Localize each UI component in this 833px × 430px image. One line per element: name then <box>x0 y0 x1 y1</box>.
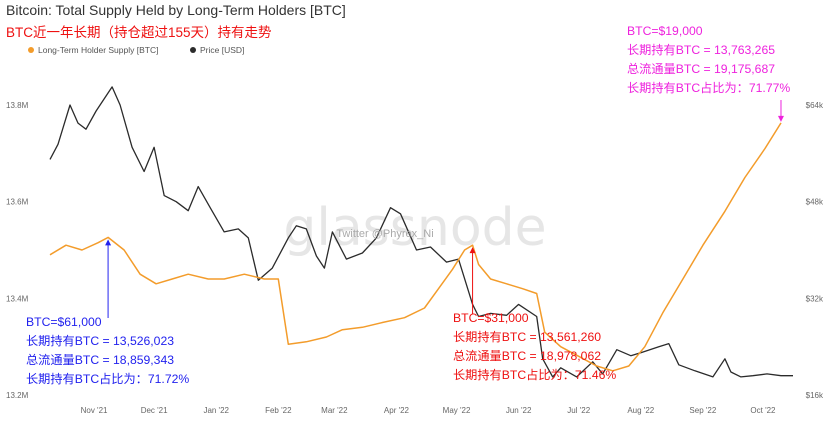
y-axis-right: $64k $48k $32k $16k <box>806 101 824 400</box>
x-tick-label: Jun '22 <box>506 406 532 415</box>
chart-title: Bitcoin: Total Supply Held by Long-Term … <box>6 2 346 18</box>
annotation-arrow-head <box>105 239 112 246</box>
x-tick-label: Feb '22 <box>265 406 292 415</box>
legend-lth-marker <box>28 47 34 53</box>
legend-price-marker <box>190 47 196 53</box>
annotation-text: 长期持有BTC占比为：71.72% <box>26 371 189 386</box>
y-axis-left: 13.8M 13.6M 13.4M 13.2M <box>6 101 29 400</box>
annotation-text: 长期持有BTC = 13,526,023 <box>26 333 174 348</box>
legend-price-label: Price [USD] <box>200 45 244 55</box>
annotation-text: BTC=$31,000 <box>453 311 529 325</box>
price-series-line <box>49 86 793 378</box>
legend-lth-label: Long-Term Holder Supply [BTC] <box>38 45 158 55</box>
x-tick-label: Dec '21 <box>141 406 168 415</box>
x-tick-label: Aug '22 <box>627 406 654 415</box>
annotation-text: 总流通量BTC = 18,978,062 <box>453 349 601 363</box>
lth-series-line <box>49 122 782 372</box>
annotation-text: 长期持有BTC占比为：71.46% <box>453 367 616 382</box>
annotation-text: BTC=$61,000 <box>26 315 102 329</box>
annotation-text: 长期持有BTC = 13,561,260 <box>453 329 601 344</box>
y-right-tick-label: $64k <box>806 101 824 110</box>
chart-subtitle: BTC近一年长期（持仓超过155天）持有走势 <box>6 25 272 40</box>
x-tick-label: Nov '21 <box>81 406 108 415</box>
y-right-tick-label: $32k <box>806 294 824 303</box>
y-left-tick-label: 13.6M <box>6 198 29 207</box>
annotation-text: 总流通量BTC = 18,859,343 <box>26 353 174 367</box>
x-axis: Nov '21 Dec '21 Jan '22 Feb '22 Mar '22 Apr '… <box>81 406 776 415</box>
y-left-tick-label: 13.8M <box>6 101 29 110</box>
x-tick-label: Sep '22 <box>689 406 716 415</box>
annotation-text: BTC=$19,000 <box>627 24 703 38</box>
x-tick-label: Jul '22 <box>567 406 590 415</box>
annotation-arrow-head <box>777 115 784 122</box>
y-right-tick-label: $48k <box>806 198 824 207</box>
y-left-tick-label: 13.4M <box>6 294 29 303</box>
x-tick-label: Mar '22 <box>321 406 348 415</box>
annotations: BTC=$61,000 长期持有BTC = 13,526,023 总流通量BTC =… <box>26 24 790 386</box>
x-tick-label: Jan '22 <box>203 406 229 415</box>
annotation-arrow-head <box>469 247 476 254</box>
series-layer <box>49 86 793 378</box>
x-tick-label: May '22 <box>443 406 471 415</box>
y-right-tick-label: $16k <box>806 391 824 400</box>
x-tick-label: Apr '22 <box>384 406 410 415</box>
annotation-text: 总流通量BTC = 19,175,687 <box>627 62 775 76</box>
x-tick-label: Oct '22 <box>750 406 776 415</box>
twitter-handle: Twitter @Phyrex_Ni <box>336 228 433 240</box>
y-left-tick-label: 13.2M <box>6 391 29 400</box>
annotation-text: 长期持有BTC占比为：71.77% <box>627 80 790 95</box>
annotation-text: 长期持有BTC = 13,763,265 <box>627 42 775 57</box>
legend: Long-Term Holder Supply [BTC] Price [USD… <box>28 45 244 55</box>
